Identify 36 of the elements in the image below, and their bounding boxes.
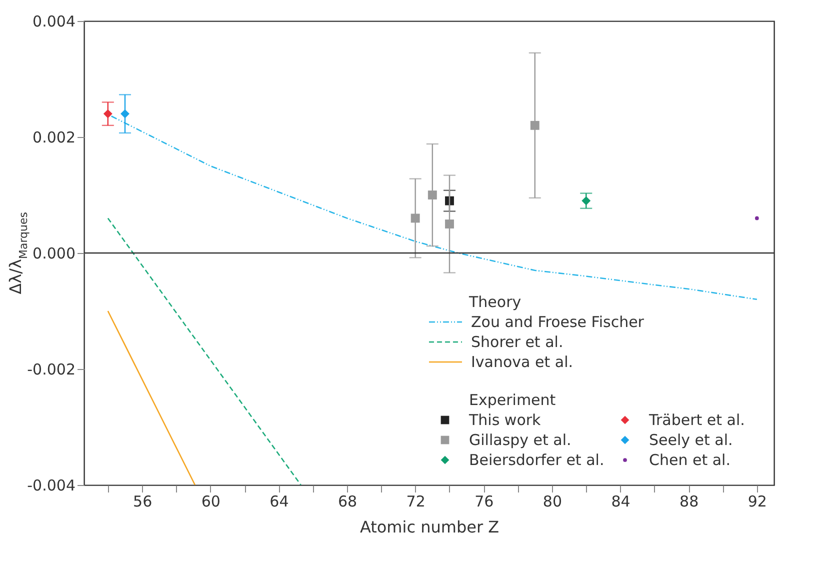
y-tick-label: 0.004 bbox=[32, 12, 76, 30]
annotation: Theory bbox=[468, 293, 522, 311]
x-tick-label: 64 bbox=[270, 492, 289, 510]
legend-label: Chen et al. bbox=[649, 451, 730, 469]
x-tick-label: 72 bbox=[406, 492, 426, 510]
y-tick-label: -0.004 bbox=[27, 476, 76, 494]
point bbox=[120, 109, 130, 118]
y-tick-label: 0.000 bbox=[32, 244, 76, 262]
point bbox=[530, 120, 540, 130]
x-tick-label: 76 bbox=[474, 492, 494, 510]
x-tick-label: 80 bbox=[542, 492, 562, 510]
legend-label: This work bbox=[468, 411, 542, 429]
annotation: Experiment bbox=[469, 391, 556, 409]
point bbox=[410, 214, 420, 223]
legend-label: Ivanova et al. bbox=[471, 353, 574, 371]
point bbox=[582, 196, 591, 206]
x-tick-label: 92 bbox=[748, 492, 767, 510]
x-axis-title: Atomic number Z bbox=[360, 518, 500, 536]
x-tick-label: 84 bbox=[611, 492, 630, 510]
y-tick-label: -0.002 bbox=[27, 360, 76, 378]
legend-label: Zou and Froese Fischer bbox=[471, 313, 645, 331]
legend-label: Beiersdorfer et al. bbox=[469, 451, 604, 469]
x-tick-label: 68 bbox=[338, 492, 358, 510]
legend-label: Gillaspy et al. bbox=[469, 431, 572, 449]
legend-label: Träbert et al. bbox=[648, 411, 745, 429]
legend-label: Seely et al. bbox=[649, 431, 733, 449]
point bbox=[428, 190, 437, 200]
x-tick-label: 88 bbox=[680, 492, 699, 510]
legend-label: Shorer et al. bbox=[471, 333, 564, 351]
point bbox=[754, 216, 759, 220]
y-tick-label: 0.002 bbox=[32, 128, 76, 146]
x-tick-label: 60 bbox=[201, 492, 220, 510]
y-axis-title: Δλ/λMarques bbox=[6, 212, 30, 294]
x-tick-label: 56 bbox=[133, 492, 152, 510]
point bbox=[445, 220, 454, 228]
point bbox=[103, 109, 112, 118]
